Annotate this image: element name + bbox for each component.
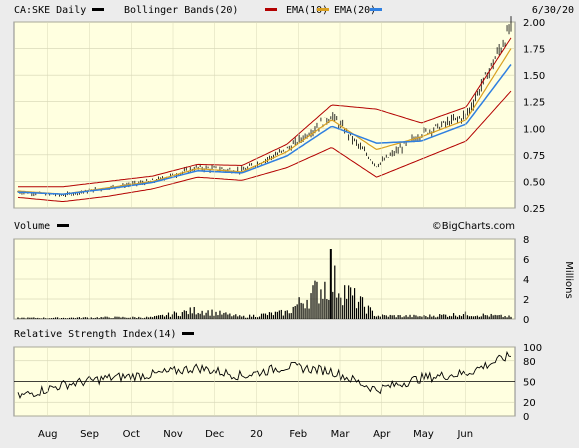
bollinger-lower-line bbox=[17, 90, 512, 202]
price-y-tick-label: 0.25 bbox=[523, 204, 545, 215]
legend-ema10-swatch bbox=[317, 8, 329, 11]
legend-bollinger-swatch bbox=[265, 8, 277, 11]
chart-date: 6/30/20 bbox=[532, 5, 574, 16]
rsi-y-tick-label: 80 bbox=[523, 357, 536, 368]
price-y-tick-label: 1.50 bbox=[523, 71, 545, 82]
rsi-legend-swatch bbox=[182, 332, 194, 335]
volume-label: Volume bbox=[14, 221, 50, 232]
rsi-y-axis: 100 80 50 20 0 bbox=[523, 343, 542, 423]
time-axis-label: Jun bbox=[456, 429, 473, 440]
watermark: ©BigCharts.com bbox=[432, 221, 515, 232]
time-axis-label: Apr bbox=[373, 429, 391, 440]
price-y-tick-label: 1.75 bbox=[523, 45, 545, 56]
volume-y-tick-label: 8 bbox=[523, 235, 529, 246]
price-y-tick-label: 1.25 bbox=[523, 98, 545, 109]
volume-y-tick-label: 6 bbox=[523, 255, 529, 266]
time-axis-label: Sep bbox=[80, 429, 99, 440]
time-axis-label: Dec bbox=[205, 429, 224, 440]
time-axis-label: Oct bbox=[123, 429, 140, 440]
price-y-tick-label: 2.00 bbox=[523, 18, 545, 29]
volume-legend-swatch bbox=[57, 224, 69, 227]
volume-unit-label: Millions bbox=[563, 261, 574, 298]
price-bars bbox=[17, 16, 512, 198]
time-axis: Aug Sep Oct Nov Dec 20 Feb Mar Apr May Jun bbox=[38, 22, 473, 440]
legend-ema10-label: EMA(10) bbox=[286, 5, 328, 16]
volume-y-axis: 8 6 4 2 0 bbox=[523, 235, 529, 326]
rsi-line bbox=[17, 350, 512, 399]
time-axis-label: Aug bbox=[38, 429, 58, 440]
bollinger-upper-line bbox=[18, 37, 512, 188]
rsi-label: Relative Strength Index(14) bbox=[14, 329, 177, 340]
price-y-axis: 2.00 1.75 1.50 1.25 1.00 0.75 0.50 0.25 bbox=[523, 18, 545, 215]
time-axis-label: Nov bbox=[163, 429, 183, 440]
volume-y-tick-label: 4 bbox=[523, 275, 529, 286]
legend-ema20-label: EMA(20) bbox=[334, 5, 376, 16]
ema20-line bbox=[17, 64, 512, 195]
rsi-y-tick-label: 100 bbox=[523, 343, 542, 354]
rsi-y-tick-label: 50 bbox=[523, 378, 536, 389]
legend-ema20-swatch bbox=[370, 8, 382, 11]
symbol-label: CA:SKE Daily bbox=[14, 5, 86, 16]
price-y-tick-label: 0.75 bbox=[523, 151, 545, 162]
volume-y-tick-label: 2 bbox=[523, 295, 529, 306]
time-axis-label: Mar bbox=[331, 429, 351, 440]
rsi-y-tick-label: 20 bbox=[523, 398, 536, 409]
legend-bollinger-label: Bollinger Bands(20) bbox=[124, 5, 238, 16]
rsi-y-tick-label: 0 bbox=[523, 412, 529, 423]
volume-y-tick-label: 0 bbox=[523, 315, 529, 326]
time-axis-label: 20 bbox=[250, 429, 263, 440]
price-y-tick-label: 1.00 bbox=[523, 124, 545, 135]
volume-bars bbox=[17, 249, 512, 319]
ema10-line bbox=[17, 48, 512, 195]
price-y-tick-label: 0.50 bbox=[523, 177, 545, 188]
price-legend-swatch bbox=[92, 8, 104, 11]
time-axis-label: May bbox=[413, 429, 434, 440]
time-axis-label: Feb bbox=[289, 429, 307, 440]
price-panel bbox=[13, 21, 516, 209]
